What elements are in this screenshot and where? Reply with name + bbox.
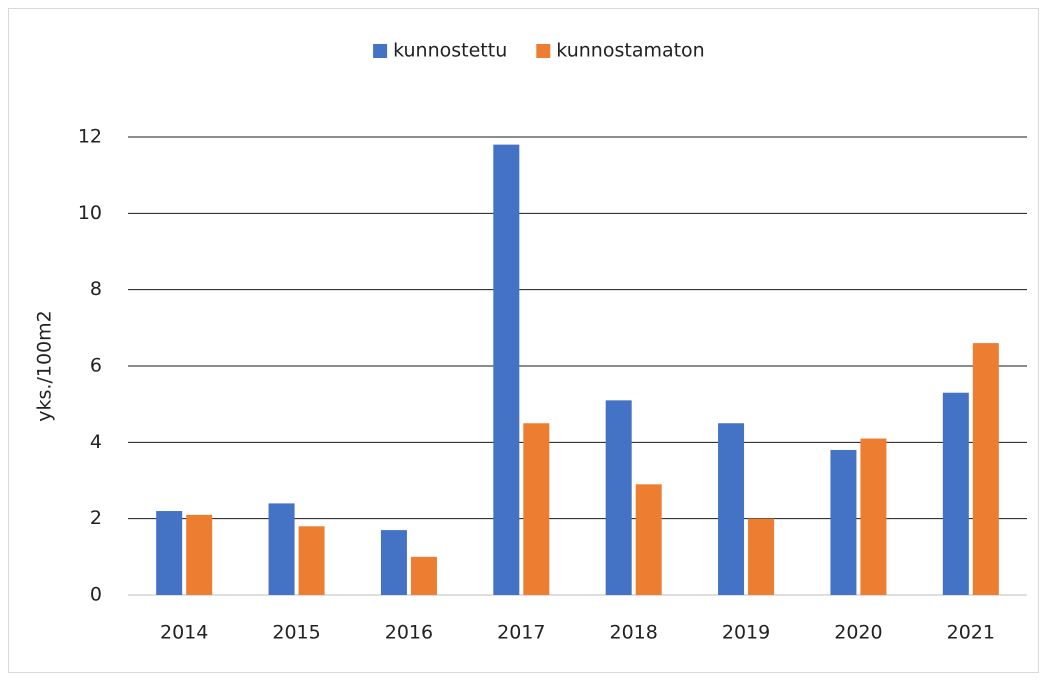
x-tick-label: 2021	[947, 622, 995, 644]
bar	[380, 530, 407, 595]
bar	[748, 518, 775, 595]
y-tick-label: 2	[90, 507, 102, 529]
bar	[268, 503, 295, 595]
y-tick-label: 12	[78, 126, 102, 148]
bar	[972, 343, 999, 595]
legend-swatch	[373, 44, 388, 58]
y-axis-label: yks./100m2	[34, 310, 56, 421]
bar	[830, 449, 857, 595]
x-tick-label: 2015	[272, 622, 320, 644]
bar	[860, 438, 887, 595]
bar	[605, 400, 632, 595]
y-tick-label: 4	[90, 431, 102, 453]
bar	[718, 423, 745, 595]
bar	[493, 144, 520, 595]
legend-label: kunnostamaton	[556, 40, 704, 62]
bar	[410, 556, 437, 595]
y-tick-label: 0	[90, 584, 102, 606]
bar	[298, 526, 325, 595]
bar	[523, 423, 550, 595]
x-tick-label: 2020	[834, 622, 882, 644]
y-tick-label: 10	[78, 202, 102, 224]
legend-label: kunnostettu	[393, 40, 507, 62]
bar	[156, 511, 183, 595]
x-tick-label: 2018	[610, 622, 658, 644]
x-tick-label: 2019	[722, 622, 770, 644]
legend-swatch	[536, 44, 551, 58]
bar	[186, 514, 213, 595]
x-tick-label: 2016	[385, 622, 433, 644]
x-tick-label: 2014	[160, 622, 208, 644]
x-tick-label: 2017	[497, 622, 545, 644]
y-tick-label: 6	[90, 355, 102, 377]
bar	[942, 392, 969, 595]
bar	[635, 484, 662, 595]
y-tick-label: 8	[90, 278, 102, 300]
